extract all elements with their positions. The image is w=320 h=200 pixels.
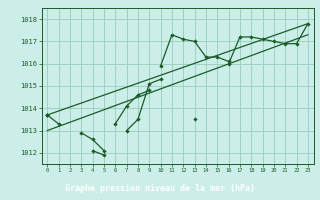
Text: Graphe pression niveau de la mer (hPa): Graphe pression niveau de la mer (hPa) <box>65 184 255 193</box>
